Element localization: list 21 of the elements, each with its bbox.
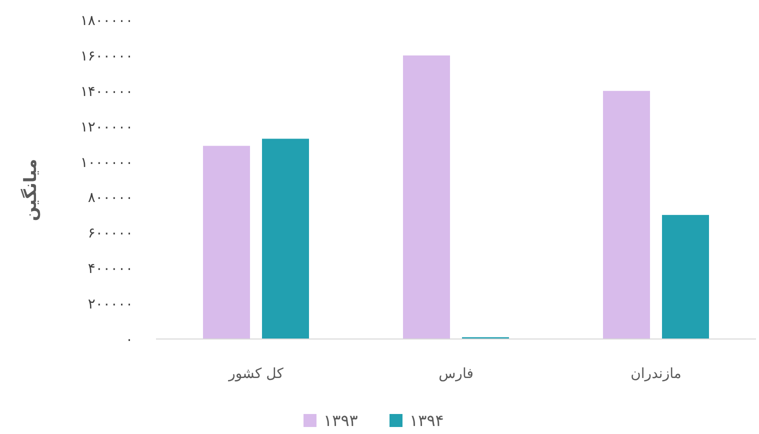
y-tick-label: ۱۰۰۰۰۰۰ <box>80 154 133 171</box>
bar <box>262 138 309 339</box>
y-tick-label: ۱۶۰۰۰۰۰ <box>80 48 133 64</box>
y-tick-label: ۴۰۰۰۰۰ <box>88 261 133 278</box>
y-tick-label: ۱۸۰۰۰۰۰ <box>80 13 133 29</box>
y-axis-title: میانگین <box>20 158 41 222</box>
y-tick-label: ۰ <box>125 332 133 348</box>
y-tick-label: ۶۰۰۰۰۰ <box>88 226 133 242</box>
x-tick-label: فارس <box>438 366 474 382</box>
y-tick-label: ۱۲۰۰۰۰۰ <box>80 119 133 136</box>
legend-label: ۱۳۹۳ <box>324 411 358 430</box>
y-tick-label: ۸۰۰۰۰۰ <box>88 190 133 206</box>
x-tick-label: کل کشور <box>228 366 284 382</box>
legend-label: ۱۳۹۴ <box>410 411 444 430</box>
bar <box>662 214 709 339</box>
x-tick-label: مازندران <box>630 366 682 382</box>
bar <box>603 90 650 339</box>
y-tick-label: ۲۰۰۰۰۰ <box>88 296 133 313</box>
bar <box>203 146 250 339</box>
bar <box>403 55 450 339</box>
y-tick-label: ۱۴۰۰۰۰۰ <box>80 84 133 100</box>
